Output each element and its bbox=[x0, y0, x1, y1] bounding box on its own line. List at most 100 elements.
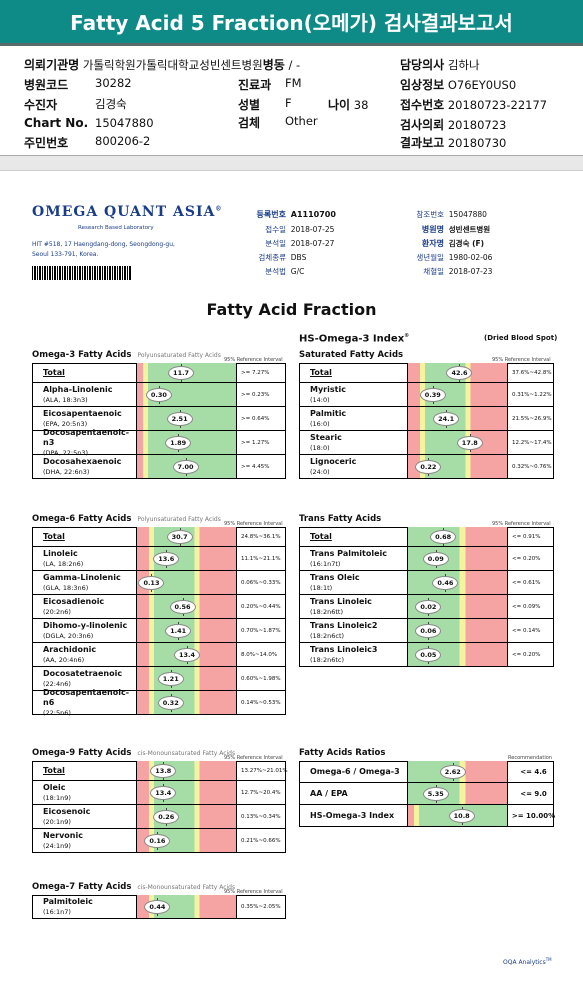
acid-formula: (LA, 18:2n6) bbox=[43, 559, 84, 568]
acid-name: Trans Linoleic bbox=[310, 596, 372, 606]
acid-formula: (22:5n6) bbox=[43, 708, 71, 717]
value-marker: 0.22 bbox=[415, 457, 442, 476]
acid-formula: (18:1n9) bbox=[43, 793, 71, 802]
ward-label: 병동 bbox=[262, 58, 285, 72]
level-bar: 1.41 bbox=[137, 619, 237, 642]
o7-section-title: Omega-7 Fatty Acids cis-Monounsaturated F… bbox=[32, 882, 235, 892]
value-marker: 1.41 bbox=[165, 621, 192, 640]
row-label: Dihomo-y-linolenic (DGLA, 20:3n6) bbox=[33, 619, 137, 642]
acid-name: Docosapentaenoic-n3 bbox=[43, 427, 130, 447]
subject: 김경숙 bbox=[95, 97, 127, 111]
table-row: Eicosapentaenoic (EPA, 20:5n3) 2.51 >= 0.64… bbox=[32, 407, 286, 431]
level-bar: 0.56 bbox=[137, 595, 237, 618]
receipt-label: 접수번호 bbox=[400, 98, 445, 112]
reference-range: >= 4.45% bbox=[241, 463, 270, 470]
institution: 가톨릭학원가톨릭대학교성빈센트병원 bbox=[82, 58, 263, 72]
table-row: Oleic (18:1n9) 13.4 12.7%~20.4% bbox=[32, 781, 286, 805]
value-marker: 0.56 bbox=[169, 597, 196, 616]
specimen-label: 검체 bbox=[238, 116, 261, 130]
row-label: Myristic (14:0) bbox=[300, 383, 408, 406]
level-bar: 0.39 bbox=[408, 383, 508, 406]
value-marker: 13.8 bbox=[150, 761, 177, 780]
value-marker: 0.30 bbox=[145, 385, 172, 404]
o6-title-text: Omega-6 Fatty Acids bbox=[32, 514, 132, 524]
reference-range: >= 0.64% bbox=[241, 415, 270, 422]
footer-brand-mark: TM bbox=[545, 957, 552, 962]
row-label: Stearic (18:0) bbox=[300, 431, 408, 454]
table-row: Total 0.68 <= 0.91% bbox=[299, 527, 554, 547]
level-bar: 2.62 bbox=[408, 761, 508, 782]
value-marker: 10.8 bbox=[448, 806, 475, 825]
recv-date-label: 접수일 bbox=[265, 225, 286, 234]
specimen-type: DBS bbox=[290, 253, 307, 262]
value-marker: 0.09 bbox=[422, 549, 449, 568]
acid-formula: (18:0) bbox=[310, 443, 330, 452]
reference-range: 0.31%~1.22% bbox=[512, 391, 552, 398]
row-label: Trans Linoleic2 (18:2n6ct) bbox=[300, 619, 408, 642]
row-label: Docosatetraenoic (22:4n6) bbox=[33, 667, 137, 690]
table-row: Lignoceric (24:0) 0.22 0.32%~0.76% bbox=[299, 455, 554, 479]
hospital: 성빈센트병원 bbox=[448, 225, 491, 234]
table-row: Dihomo-y-linolenic (DGLA, 20:3n6) 1.41 0.70… bbox=[32, 619, 286, 643]
table-row: Total 30.7 24.8%~36.1% bbox=[32, 527, 286, 547]
request-label: 검사의뢰 bbox=[400, 118, 445, 132]
value-marker: 11.7 bbox=[168, 363, 195, 382]
table-row: Total 13.8 13.27%~21.01% bbox=[32, 761, 288, 781]
row-label: Eicosenoic (20:1n9) bbox=[33, 805, 137, 828]
level-bar: 13.4 bbox=[137, 781, 237, 804]
row-label: Arachidonic (AA, 20:4n6) bbox=[33, 643, 137, 666]
request: 20180723 bbox=[447, 118, 507, 132]
table-row: AA / EPA 5.35 <= 9.0 bbox=[299, 783, 554, 805]
row-label: Total bbox=[300, 527, 408, 546]
level-bar: 0.22 bbox=[408, 455, 508, 478]
acid-formula: (GLA, 18:3n6) bbox=[43, 583, 89, 592]
reference-range: <= 0.09% bbox=[512, 603, 541, 610]
value-marker: 0.13 bbox=[138, 573, 165, 592]
acid-name: Myristic bbox=[310, 384, 346, 394]
level-bar: 0.30 bbox=[137, 383, 237, 406]
sex-label: 성별 bbox=[238, 98, 261, 112]
o3-subtitle: Polyunsaturated Fatty Acids bbox=[137, 352, 221, 359]
table-row: Myristic (14:0) 0.39 0.31%~1.22% bbox=[299, 383, 554, 407]
collect-label: 채혈일 bbox=[423, 267, 444, 276]
level-bar: 7.00 bbox=[137, 455, 237, 478]
table-row: Trans Palmitoleic (16:1n7t) 0.09 <= 0.20% bbox=[299, 547, 554, 571]
row-label: Trans Oleic (18:1t) bbox=[300, 571, 408, 594]
age-label: 나이 bbox=[328, 98, 351, 112]
acid-formula: (24:1n9) bbox=[43, 841, 71, 850]
ref-no: 15047880 bbox=[448, 210, 487, 219]
receipt: 20180723-22177 bbox=[447, 98, 548, 112]
acid-formula: (14:0) bbox=[310, 395, 330, 404]
acid-formula: (18:2n6ct) bbox=[310, 631, 345, 640]
o9-subtitle: cis-Monounsaturated Fatty Acids bbox=[137, 750, 236, 757]
footer-brand-text: OQA Analytics bbox=[503, 959, 546, 966]
o9-title-text: Omega-9 Fatty Acids bbox=[32, 748, 132, 758]
o3-ref-header: 95% Reference Interval bbox=[224, 357, 283, 363]
acid-name: Trans Oleic bbox=[310, 572, 360, 582]
acid-formula: (DGLA, 20:3n6) bbox=[43, 631, 94, 640]
o9-ref-header: 95% Reference Interval bbox=[224, 755, 283, 761]
reference-range: <= 0.91% bbox=[512, 533, 541, 540]
lab-address: HIT #518, 17 Haengdang-dong, Seongdong-g… bbox=[32, 241, 175, 258]
reference-range: 13.27%~21.01% bbox=[241, 767, 288, 774]
reference-range: 0.70%~1.87% bbox=[241, 627, 281, 634]
acid-name: Docosatetraenoic bbox=[43, 668, 123, 678]
acid-name: Total bbox=[43, 531, 65, 541]
acid-formula: (DHA, 22:6n3) bbox=[43, 467, 90, 476]
acid-formula: (18:2n6tt) bbox=[310, 607, 344, 616]
table-row: Nervonic (24:1n9) 0.16 0.21%~0.66% bbox=[32, 829, 286, 853]
acid-name: Docosahexaenoic bbox=[43, 456, 122, 466]
level-bar: 13.6 bbox=[137, 547, 237, 570]
acid-name: Trans Linoleic3 bbox=[310, 644, 378, 654]
reference-range: 0.13%~0.34% bbox=[241, 813, 281, 820]
row-label: Oleic (18:1n9) bbox=[33, 781, 137, 804]
ratio-section-title: Fatty Acids Ratios bbox=[299, 748, 385, 758]
reference-range: <= 9.0 bbox=[520, 789, 547, 798]
row-label: Trans Palmitoleic (16:1n7t) bbox=[300, 547, 408, 570]
reference-range: 8.0%~14.0% bbox=[241, 651, 278, 658]
value-marker: 30.7 bbox=[166, 527, 193, 546]
level-bar: 42.6 bbox=[408, 363, 508, 382]
acid-formula: (24:0) bbox=[310, 467, 330, 476]
table-row: Total 42.6 37.6%~42.8% bbox=[299, 363, 554, 383]
acid-name: Dihomo-y-linolenic bbox=[43, 620, 128, 630]
